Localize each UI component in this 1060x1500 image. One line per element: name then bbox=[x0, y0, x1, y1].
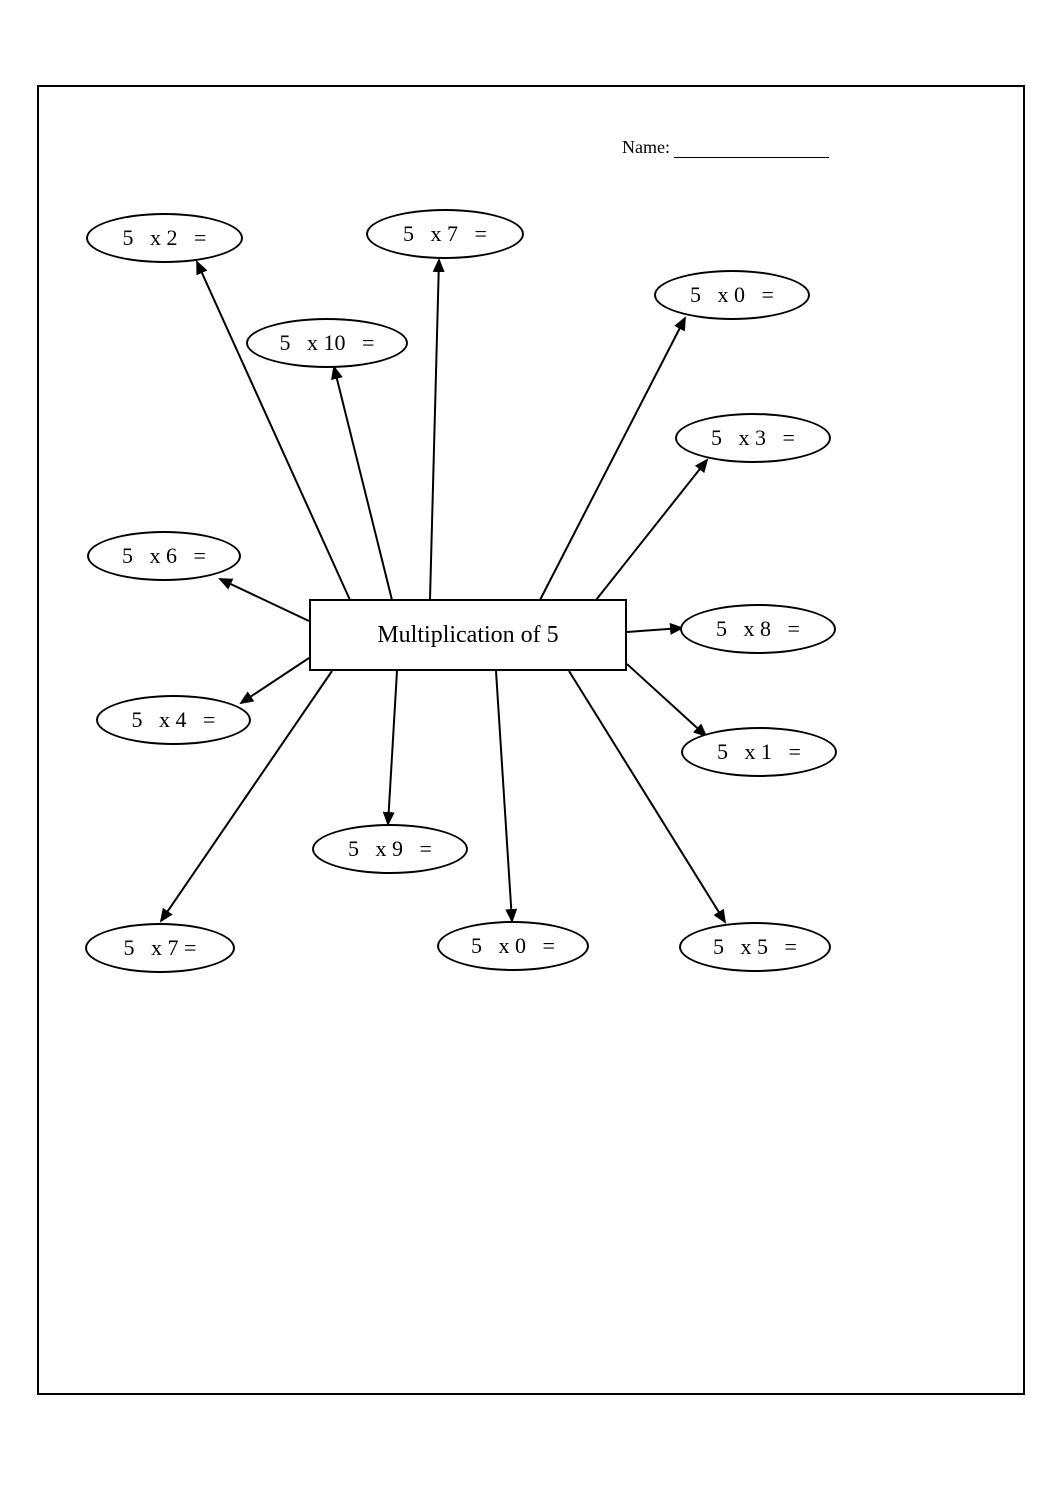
bubble-text: 5 x 9 = bbox=[348, 836, 432, 862]
bubble-b2: 5 x 7 = bbox=[366, 209, 524, 259]
bubble-text: 5 x 10 = bbox=[280, 330, 375, 356]
bubble-text: 5 x 1 = bbox=[717, 739, 801, 765]
name-line[interactable] bbox=[674, 157, 829, 158]
bubble-b7: 5 x 8 = bbox=[680, 604, 836, 654]
bubble-b3: 5 x 10 = bbox=[246, 318, 408, 368]
bubble-b12: 5 x 0 = bbox=[437, 921, 589, 971]
name-field: Name: bbox=[622, 137, 829, 158]
bubble-b5: 5 x 3 = bbox=[675, 413, 831, 463]
bubble-b8: 5 x 4 = bbox=[96, 695, 251, 745]
bubble-text: 5 x 2 = bbox=[123, 225, 207, 251]
bubble-b9: 5 x 1 = bbox=[681, 727, 837, 777]
bubble-b11: 5 x 7 = bbox=[85, 923, 235, 973]
bubble-b6: 5 x 6 = bbox=[87, 531, 241, 581]
bubble-b1: 5 x 2 = bbox=[86, 213, 243, 263]
bubble-b10: 5 x 9 = bbox=[312, 824, 468, 874]
bubble-text: 5 x 6 = bbox=[122, 543, 206, 569]
bubble-b4: 5 x 0 = bbox=[654, 270, 810, 320]
bubble-text: 5 x 5 = bbox=[713, 934, 797, 960]
bubble-text: 5 x 7 = bbox=[403, 221, 487, 247]
bubble-text: 5 x 0 = bbox=[690, 282, 774, 308]
bubble-text: 5 x 3 = bbox=[711, 425, 795, 451]
name-label: Name: bbox=[622, 137, 670, 157]
bubble-b13: 5 x 5 = bbox=[679, 922, 831, 972]
bubble-text: 5 x 8 = bbox=[716, 616, 800, 642]
center-label: Multiplication of 5 bbox=[377, 622, 558, 649]
bubble-text: 5 x 0 = bbox=[471, 933, 555, 959]
bubble-text: 5 x 7 = bbox=[124, 935, 197, 961]
bubble-text: 5 x 4 = bbox=[132, 707, 216, 733]
center-box: Multiplication of 5 bbox=[309, 599, 627, 671]
